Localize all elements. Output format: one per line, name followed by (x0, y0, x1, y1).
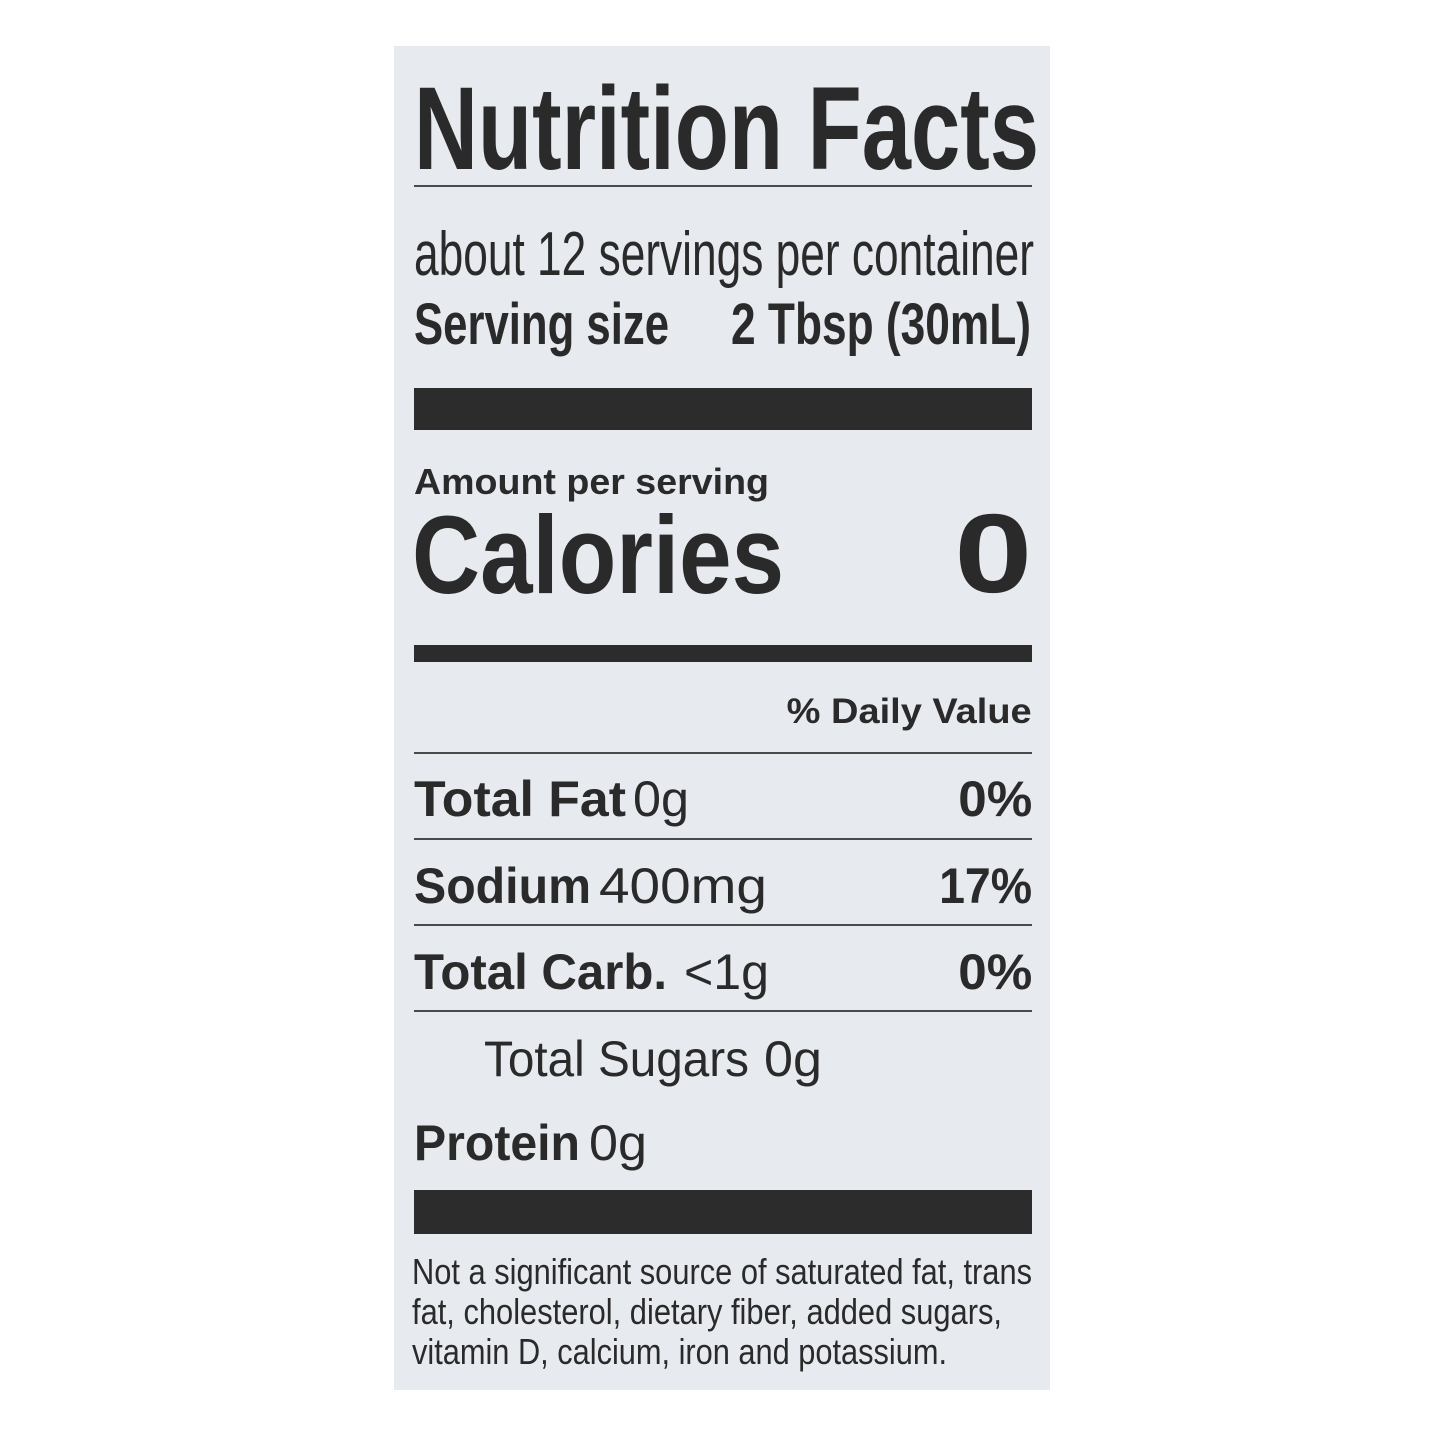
medium-divider (414, 645, 1032, 662)
thick-divider (414, 388, 1032, 430)
calories-value: 0 (954, 491, 1032, 616)
nutrient-dv: 17% (939, 858, 1032, 914)
nutrition-facts-label-lower: Protein 0g Not a significant source of s… (394, 1090, 1050, 1390)
nutrient-name: Sodium (414, 858, 591, 914)
divider (414, 1010, 1032, 1012)
nutrient-name: Total Sugars (484, 1031, 749, 1087)
nutrient-amount: 0g (589, 1115, 647, 1171)
nutrient-amount: 0g (633, 771, 689, 827)
nutrition-facts-label: Nutrition Facts about 12 servings per co… (394, 46, 1050, 1098)
divider (414, 924, 1032, 926)
nutrient-amount: 400mg (599, 858, 767, 914)
nutrient-amount: <1g (684, 944, 769, 1000)
nutrient-amount: 0g (764, 1031, 822, 1087)
thick-divider (414, 1190, 1032, 1234)
servings-per-container: about 12 servings per container (414, 220, 1034, 289)
calories-label: Calories (412, 494, 784, 617)
serving-size-label: Serving size (414, 292, 669, 357)
amount-per-serving: Amount per serving (414, 461, 769, 502)
serving-size-value: 2 Tbsp (30mL) (731, 292, 1031, 357)
nutrient-name: Protein (414, 1115, 580, 1171)
label-title: Nutrition Facts (414, 63, 1039, 195)
footnote-line: fat, cholesterol, dietary fiber, added s… (412, 1291, 1002, 1332)
divider (414, 185, 1032, 187)
divider (414, 752, 1032, 754)
nutrient-dv: 0% (958, 944, 1032, 1000)
nutrient-name: Total Fat (414, 771, 626, 827)
divider (414, 838, 1032, 840)
daily-value-header: % Daily Value (787, 692, 1032, 731)
nutrient-dv: 0% (958, 771, 1032, 827)
footnote-line: Not a significant source of saturated fa… (412, 1251, 1032, 1292)
nutrient-name: Total Carb. (414, 944, 667, 1000)
footnote-line: vitamin D, calcium, iron and potassium. (412, 1331, 947, 1372)
